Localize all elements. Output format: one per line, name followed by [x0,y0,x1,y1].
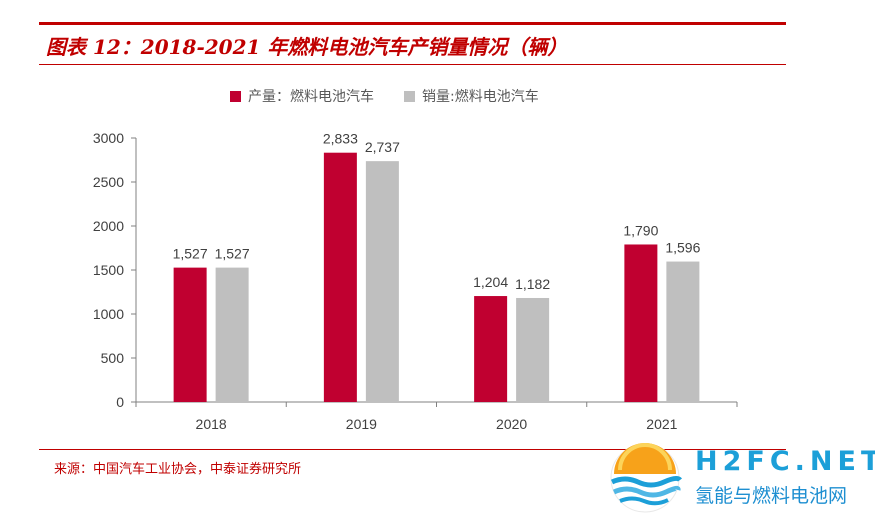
data-label: 2,737 [365,139,400,155]
y-tick-label: 3000 [93,130,124,146]
data-label: 1,204 [473,274,508,290]
legend-label-production: 产量：燃料电池汽车 [248,89,374,105]
chart-title: 图表 12：2018-2021 年燃料电池汽车产销量情况（辆） [46,35,568,59]
logo: H2FC.NET 氢能与燃料电池网 [600,440,875,516]
title-rule [39,64,786,65]
legend: 产量：燃料电池汽车 销量:燃料电池汽车 [230,86,569,106]
source-rule [39,449,786,450]
bar [323,152,357,402]
legend-item-production: 产量：燃料电池汽车 [230,86,374,106]
y-tick-label: 1500 [93,262,124,278]
legend-item-sales: 销量:燃料电池汽车 [404,86,539,106]
bar [173,267,207,402]
x-tick-label: 2018 [196,416,227,432]
logo-emblem [610,443,682,513]
legend-label-sales: 销量:燃料电池汽车 [422,89,539,105]
logo-subtitle: 氢能与燃料电池网 [695,485,848,507]
bar [624,244,658,402]
y-tick-label: 1000 [93,306,124,322]
data-label: 1,527 [215,246,250,262]
logo-name: H2FC.NET [695,446,875,477]
bar [365,161,399,402]
bar [474,296,508,402]
x-tick-label: 2020 [496,416,527,432]
y-tick-label: 2500 [93,174,124,190]
y-tick-label: 500 [101,350,125,366]
data-label: 1,527 [173,246,208,262]
data-label: 2,833 [323,131,358,147]
bar [516,297,550,402]
data-label: 1,182 [515,276,550,292]
bar [666,261,700,402]
data-label: 1,790 [623,222,658,238]
bar [215,267,249,402]
x-tick-label: 2019 [346,416,377,432]
x-tick-label: 2021 [646,416,677,432]
y-tick-label: 2000 [93,218,124,234]
legend-swatch-production [230,90,241,102]
y-tick-label: 0 [116,394,124,410]
source-note: 来源：中国汽车工业协会，中泰证券研究所 [54,462,302,477]
legend-swatch-sales [404,90,415,102]
top-rule [39,22,786,25]
data-label: 1,596 [665,240,700,256]
